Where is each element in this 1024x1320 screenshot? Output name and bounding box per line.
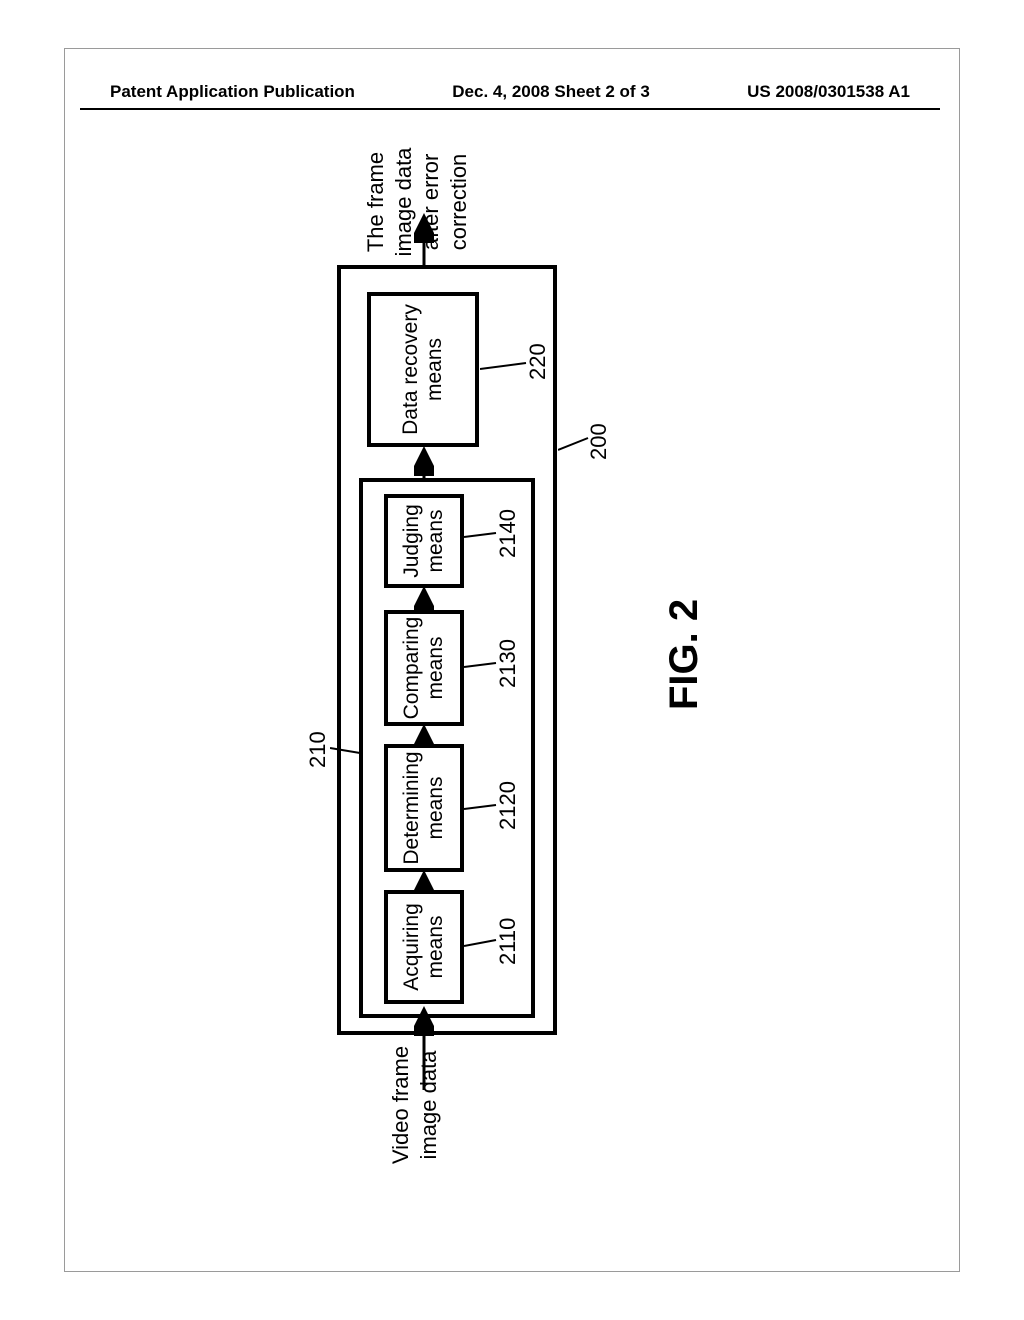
lead-2120	[464, 795, 500, 815]
lead-200	[558, 428, 594, 452]
arrow-in	[414, 1000, 434, 1090]
rotated-figure: Video frame image data The frame image d…	[232, 150, 792, 1170]
block-judging-l1: Judging	[400, 504, 424, 578]
lead-2140	[464, 523, 500, 543]
block-determining: Determining means	[384, 744, 464, 872]
ref-210-text: 210	[305, 731, 330, 768]
arrow-3-4	[414, 584, 434, 610]
block-comparing: Comparing means	[384, 610, 464, 726]
block-comparing-l2: means	[424, 636, 448, 699]
block-acquiring-l2: means	[424, 915, 448, 978]
output-line1: The frame	[362, 142, 390, 262]
arrow-1-2	[414, 868, 434, 890]
block-determining-l2: means	[424, 776, 448, 839]
block-judging-l2: means	[424, 509, 448, 572]
lead-210	[330, 738, 364, 758]
input-line1: Video frame	[387, 1035, 415, 1175]
block-determining-l1: Determining	[400, 751, 424, 864]
arrow-4-5	[414, 444, 434, 478]
lead-2110	[464, 930, 500, 950]
figure-label: FIG. 2	[662, 599, 707, 710]
ref-210-label: 210	[305, 731, 331, 768]
figure-canvas: Video frame image data The frame image d…	[64, 48, 960, 1272]
block-judging: Judging means	[384, 494, 464, 588]
output-line2: image data	[390, 142, 418, 262]
block-acquiring-l1: Acquiring	[400, 903, 424, 991]
block-recovery: Data recovery means	[367, 292, 479, 447]
block-acquiring: Acquiring means	[384, 890, 464, 1004]
lead-220	[480, 353, 530, 373]
arrow-out	[414, 211, 434, 265]
block-diagram: Video frame image data The frame image d…	[232, 150, 792, 1170]
block-recovery-l1: Data recovery	[399, 304, 423, 435]
block-recovery-l2: means	[423, 338, 447, 401]
lead-2130	[464, 653, 500, 673]
arrow-2-3	[414, 722, 434, 744]
block-comparing-l1: Comparing	[400, 617, 424, 720]
output-line4: correction	[445, 142, 473, 262]
